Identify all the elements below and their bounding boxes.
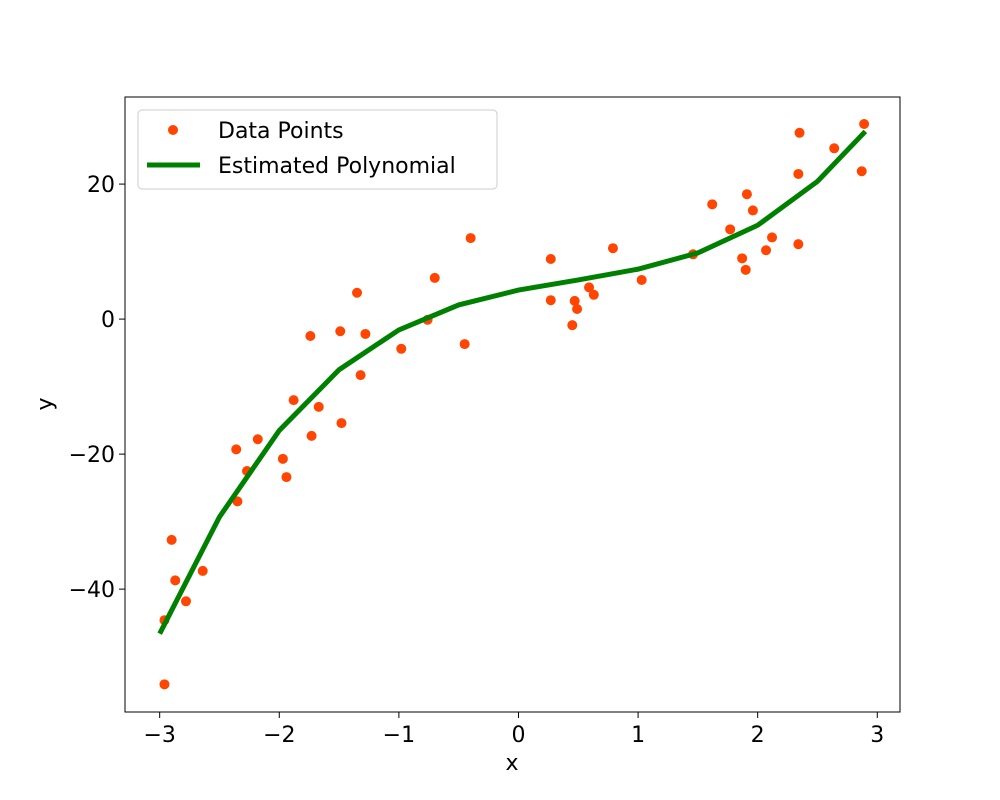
data-point bbox=[459, 339, 470, 350]
data-point bbox=[335, 326, 346, 337]
data-point bbox=[793, 168, 804, 179]
legend-label: Data Points bbox=[218, 119, 344, 144]
data-point bbox=[569, 295, 580, 306]
data-point bbox=[180, 596, 191, 607]
data-point bbox=[607, 243, 618, 254]
data-point bbox=[584, 282, 595, 293]
plot-frame bbox=[124, 96, 901, 713]
data-point bbox=[313, 401, 324, 412]
data-point bbox=[761, 245, 772, 256]
legend-marker bbox=[168, 125, 178, 135]
data-point bbox=[794, 127, 805, 138]
x-axis-label: x bbox=[505, 751, 518, 776]
data-point bbox=[336, 418, 347, 429]
y-axis-label: y bbox=[33, 397, 58, 410]
x-tick-label: −2 bbox=[263, 723, 295, 748]
data-point bbox=[725, 224, 736, 235]
x-tick-label: 0 bbox=[511, 723, 525, 748]
data-point bbox=[352, 287, 363, 298]
x-tick-label: 2 bbox=[751, 723, 765, 748]
data-point bbox=[360, 328, 371, 339]
data-point bbox=[465, 233, 476, 244]
data-point bbox=[793, 239, 804, 250]
data-point bbox=[396, 343, 407, 354]
legend-box bbox=[137, 109, 498, 190]
y-tick-label: 20 bbox=[87, 173, 115, 198]
x-tick-label: −3 bbox=[143, 723, 175, 748]
data-point bbox=[545, 295, 556, 306]
data-point bbox=[859, 119, 870, 130]
x-tick-label: 3 bbox=[870, 723, 884, 748]
data-point bbox=[545, 254, 556, 265]
legend-label: Estimated Polynomial bbox=[218, 154, 456, 179]
data-point bbox=[170, 575, 181, 586]
data-point bbox=[707, 199, 718, 210]
data-point bbox=[747, 205, 758, 216]
data-point bbox=[197, 565, 208, 576]
data-point bbox=[281, 472, 292, 483]
data-point bbox=[288, 395, 299, 406]
data-point bbox=[277, 453, 288, 464]
fit-line bbox=[157, 129, 868, 635]
data-point bbox=[355, 370, 366, 381]
data-point bbox=[636, 274, 647, 285]
y-tick-label: −40 bbox=[69, 578, 115, 603]
data-point bbox=[741, 189, 752, 200]
y-tick-label: −20 bbox=[69, 443, 115, 468]
x-tick-label: 1 bbox=[631, 723, 645, 748]
data-point bbox=[159, 679, 170, 690]
data-point bbox=[252, 434, 263, 445]
data-point bbox=[767, 232, 778, 243]
data-point bbox=[572, 303, 583, 314]
y-tick-label: 0 bbox=[101, 308, 115, 333]
data-point bbox=[166, 534, 177, 545]
data-point bbox=[740, 264, 751, 275]
data-point bbox=[231, 444, 242, 455]
data-point bbox=[737, 253, 748, 264]
data-point bbox=[856, 166, 867, 177]
data-point bbox=[567, 320, 578, 331]
data-point bbox=[305, 330, 316, 341]
x-tick-label: −1 bbox=[383, 723, 415, 748]
data-point bbox=[588, 289, 599, 300]
data-point bbox=[429, 272, 440, 283]
data-point bbox=[306, 430, 317, 441]
data-point bbox=[829, 143, 840, 154]
